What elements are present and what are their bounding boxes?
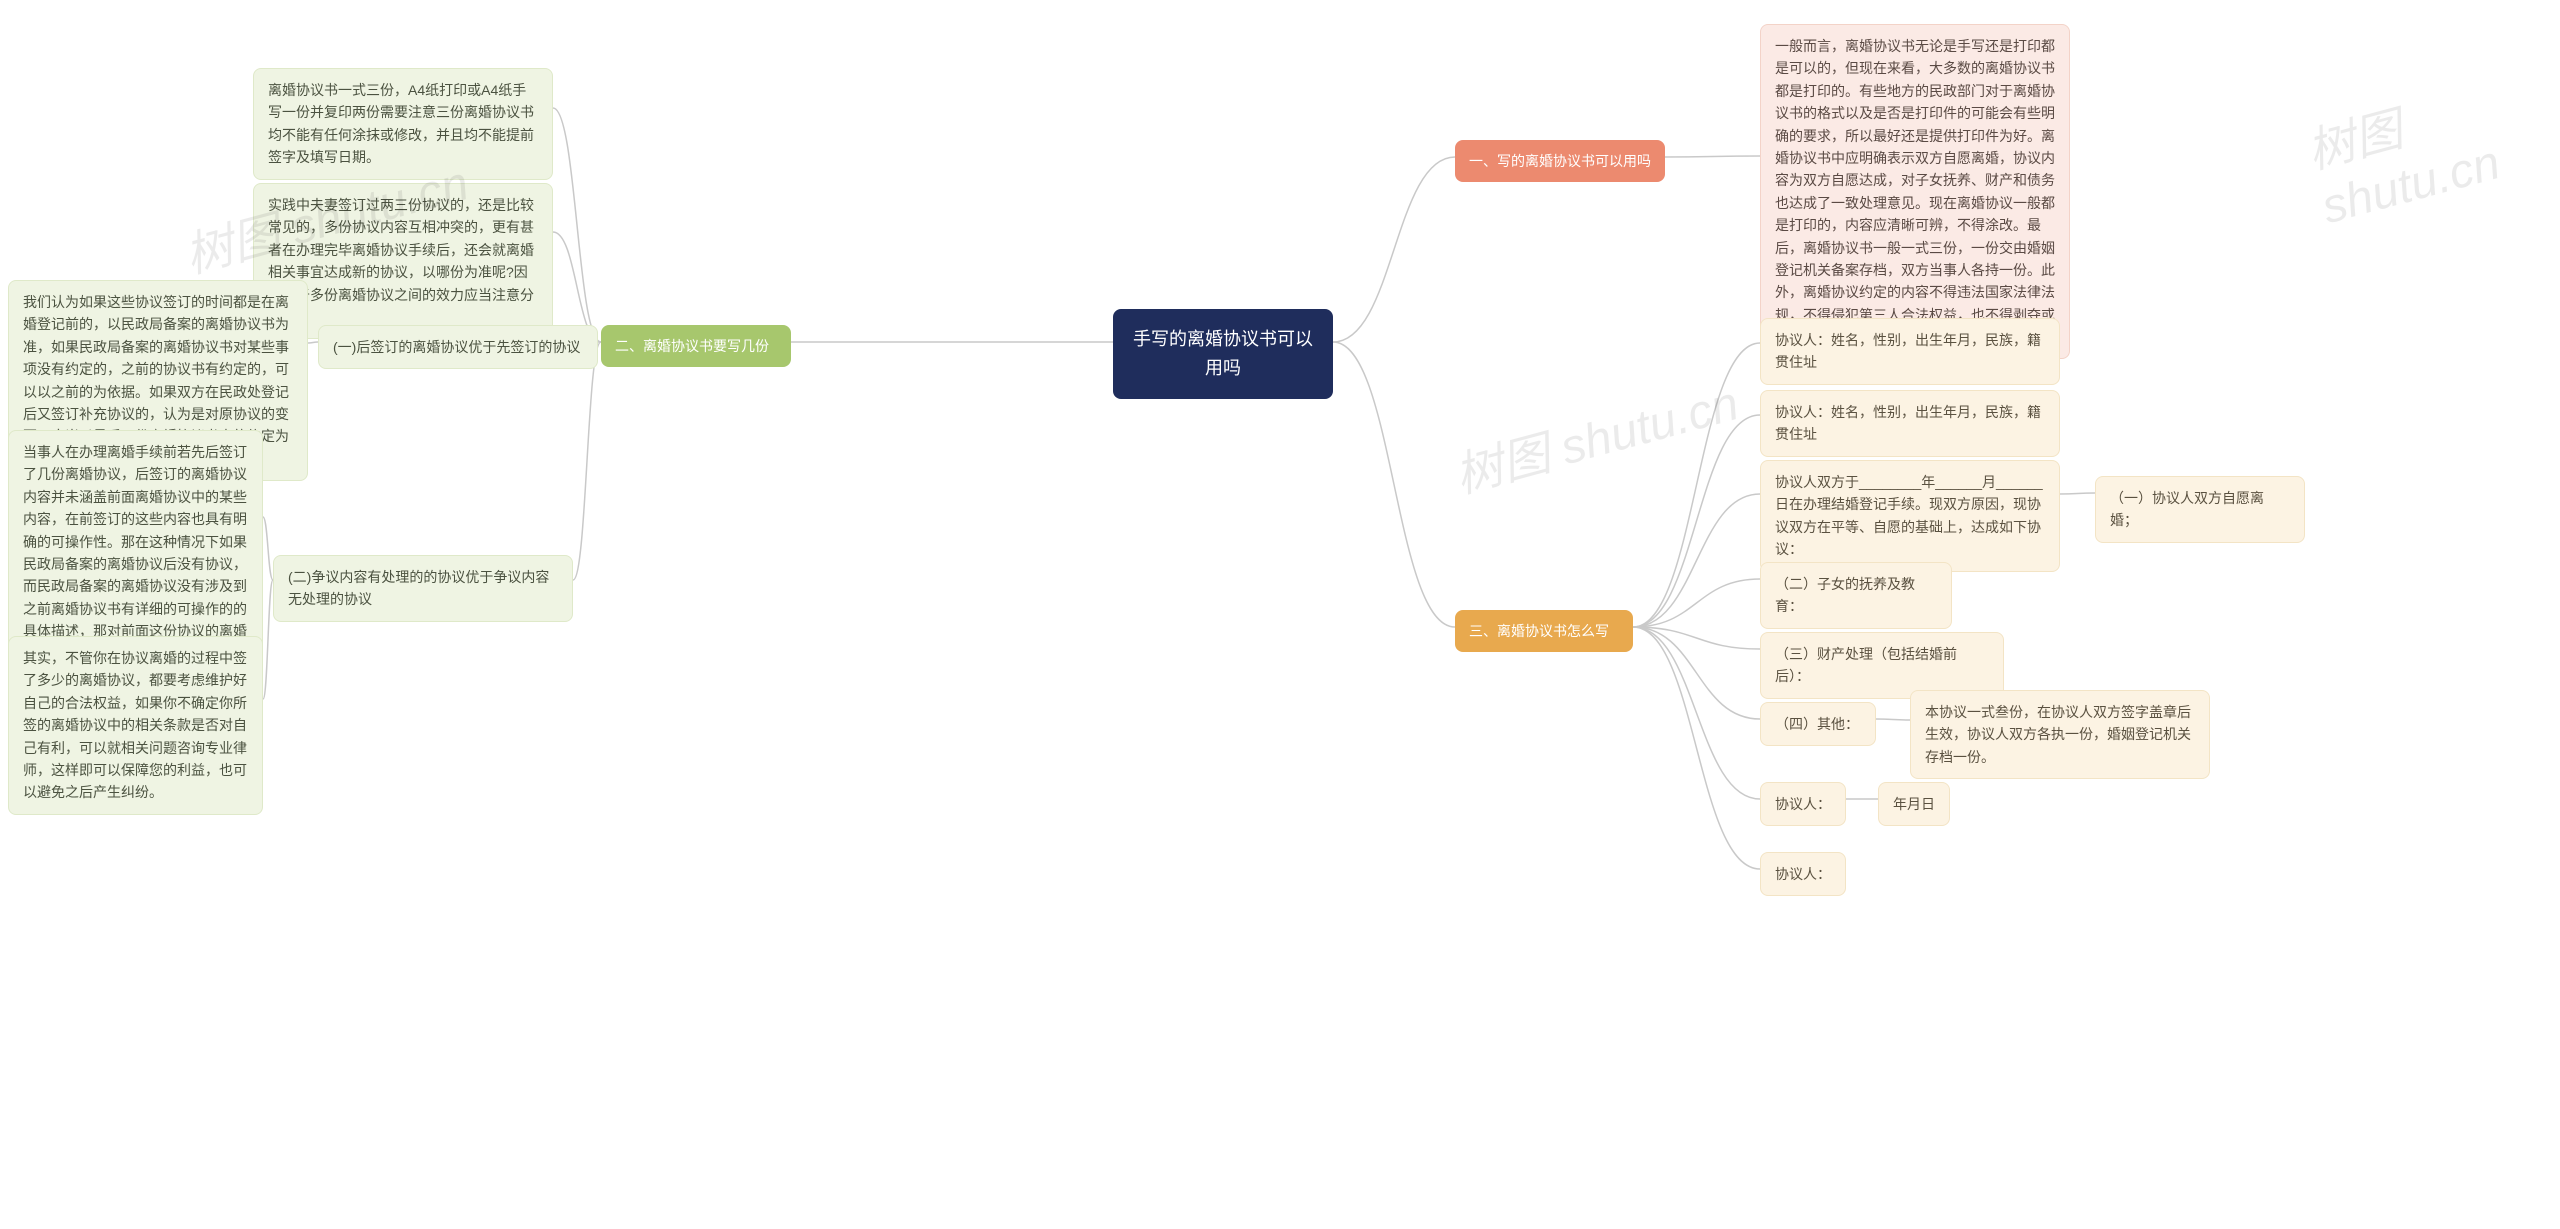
leaf-text: 一般而言，离婚协议书无论是手写还是打印都是可以的，但现在来看，大多数的离婚协议书…	[1775, 35, 2055, 348]
leaf-b3c7a: 年月日	[1878, 782, 1950, 826]
leaf-b3c3a: （一）协议人双方自愿离婚；	[2095, 476, 2305, 543]
leaf-b3c3: 协议人双方于________年______月______日在办理结婚登记手续。现…	[1760, 460, 2060, 572]
leaf-text: 本协议一式叁份，在协议人双方签字盖章后生效，协议人双方各执一份，婚姻登记机关存档…	[1925, 701, 2195, 768]
watermark: 树图 shutu.cn	[1446, 364, 1745, 507]
leaf-text: 实践中夫妻签订过两三份协议的，还是比较常见的，多份协议内容互相冲突的，更有甚者在…	[268, 194, 538, 328]
leaf-text: 协议人：	[1775, 863, 1831, 885]
leaf-text: （一）协议人双方自愿离婚；	[2110, 487, 2290, 532]
leaf-b3c8: 协议人：	[1760, 852, 1846, 896]
root-label: 手写的离婚协议书可以用吗	[1133, 325, 1313, 383]
subbranch-b2s1: (一)后签订的离婚协议优于先签订的协议	[318, 325, 598, 369]
leaf-b3c4: （二）子女的抚养及教育：	[1760, 562, 1952, 629]
leaf-text: 协议人：姓名，性别，出生年月，民族，籍贯住址	[1775, 329, 2045, 374]
leaf-b3c7: 协议人：	[1760, 782, 1846, 826]
leaf-text: （四）其他：	[1775, 713, 1859, 735]
leaf-text: 年月日	[1893, 793, 1935, 815]
branch-2-label: 二、离婚协议书要写几份	[615, 335, 769, 357]
leaf-text: （三）财产处理（包括结婚前后）：	[1775, 643, 1989, 688]
leaf-text: 协议人：姓名，性别，出生年月，民族，籍贯住址	[1775, 401, 2045, 446]
leaf-b3c1: 协议人：姓名，性别，出生年月，民族，籍贯住址	[1760, 318, 2060, 385]
leaf-b2s2b: 其实，不管你在协议离婚的过程中签了多少的离婚协议，都要考虑维护好自己的合法权益，…	[8, 636, 263, 815]
leaf-text: 离婚协议书一式三份，A4纸打印或A4纸手写一份并复印两份需要注意三份离婚协议书均…	[268, 79, 538, 169]
branch-1-label: 一、写的离婚协议书可以用吗	[1469, 150, 1651, 172]
branch-1: 一、写的离婚协议书可以用吗	[1455, 140, 1665, 182]
leaf-b3c5: （三）财产处理（包括结婚前后）：	[1760, 632, 2004, 699]
subbranch-b2s2: (二)争议内容有处理的的协议优于争议内容无处理的协议	[273, 555, 573, 622]
watermark: 树图 shutu.cn	[2298, 50, 2560, 235]
leaf-text: (二)争议内容有处理的的协议优于争议内容无处理的协议	[288, 566, 558, 611]
leaf-text: (一)后签订的离婚协议优于先签订的协议	[333, 336, 580, 358]
leaf-b2d1: 离婚协议书一式三份，A4纸打印或A4纸手写一份并复印两份需要注意三份离婚协议书均…	[253, 68, 553, 180]
branch-3: 三、离婚协议书怎么写	[1455, 610, 1633, 652]
leaf-text: 协议人：	[1775, 793, 1831, 815]
leaf-text: 当事人在办理离婚手续前若先后签订了几份离婚协议，后签订的离婚协议内容并未涵盖前面…	[23, 441, 248, 665]
leaf-b3c6a: 本协议一式叁份，在协议人双方签字盖章后生效，协议人双方各执一份，婚姻登记机关存档…	[1910, 690, 2210, 779]
branch-3-label: 三、离婚协议书怎么写	[1469, 620, 1609, 642]
root-node: 手写的离婚协议书可以用吗	[1113, 309, 1333, 399]
leaf-text: 协议人双方于________年______月______日在办理结婚登记手续。现…	[1775, 471, 2045, 561]
branch-2: 二、离婚协议书要写几份	[601, 325, 791, 367]
leaf-b3c6: （四）其他：	[1760, 702, 1876, 746]
leaf-b3c2: 协议人：姓名，性别，出生年月，民族，籍贯住址	[1760, 390, 2060, 457]
leaf-text: 其实，不管你在协议离婚的过程中签了多少的离婚协议，都要考虑维护好自己的合法权益，…	[23, 647, 248, 804]
leaf-b1c1: 一般而言，离婚协议书无论是手写还是打印都是可以的，但现在来看，大多数的离婚协议书…	[1760, 24, 2070, 359]
leaf-text: （二）子女的抚养及教育：	[1775, 573, 1937, 618]
